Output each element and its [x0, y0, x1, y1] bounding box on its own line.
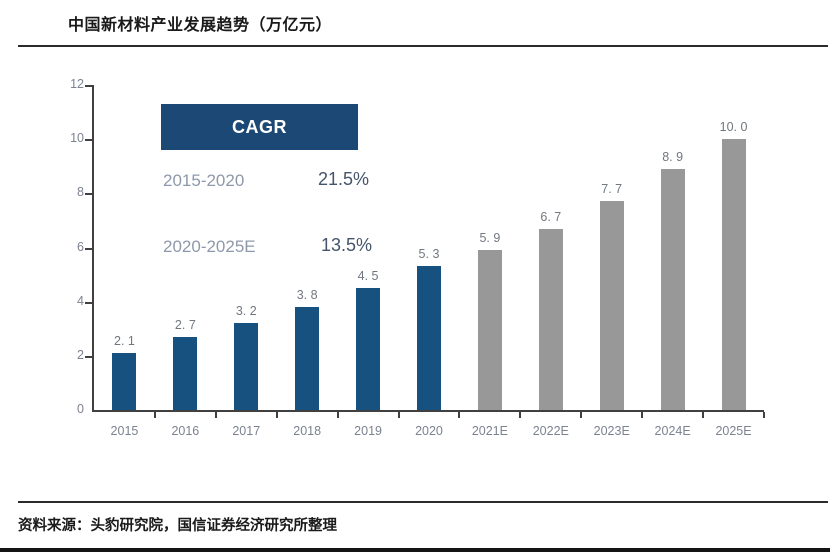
- x-tick: [763, 412, 765, 418]
- bar-value-label: 10. 0: [719, 120, 748, 135]
- y-tick-label: 4: [77, 293, 84, 308]
- cagr-value-2020-2025e: 13.5%: [321, 235, 373, 255]
- x-tick-label-2020: 2020: [415, 424, 443, 438]
- x-tick-label-2021E: 2021E: [471, 424, 508, 438]
- bar-value-label: 5. 9: [479, 231, 501, 246]
- bar-2020: [417, 266, 441, 410]
- bar-value-label: 3. 8: [296, 288, 318, 303]
- title-divider: [18, 45, 828, 47]
- x-tick: [214, 412, 217, 418]
- x-tick: [519, 412, 522, 418]
- bar-2021E: [477, 250, 502, 410]
- x-axis-line: [92, 410, 764, 412]
- cagr-legend-title: CAGR: [232, 116, 287, 137]
- bar-value-label: 3. 2: [235, 304, 257, 319]
- bar-2022E: [538, 228, 563, 410]
- y-tick-label: 2: [77, 347, 84, 362]
- x-tick: [641, 412, 644, 418]
- x-tick-label-2015: 2015: [110, 424, 139, 438]
- bar-value-label: 7. 7: [601, 182, 623, 197]
- y-tick: [85, 193, 92, 196]
- x-tick: [580, 412, 583, 418]
- y-tick: [85, 139, 92, 142]
- bar-2023E: [599, 201, 624, 410]
- x-tick: [336, 412, 339, 418]
- y-tick: [85, 247, 92, 250]
- cagr-range-2020-2025e: 2020-2025E: [163, 237, 256, 256]
- x-tick: [397, 412, 400, 418]
- y-tick-label: 0: [77, 402, 84, 416]
- bottom-border: [0, 548, 830, 552]
- bar-value-label: 2. 1: [114, 334, 135, 349]
- bar-value-label: 5. 3: [418, 247, 440, 262]
- y-tick: [85, 301, 92, 304]
- x-tick-label-2025E: 2025E: [715, 424, 752, 438]
- y-tick-label: 12: [70, 77, 84, 91]
- footer-divider: [18, 501, 828, 503]
- bar-2025E: [721, 139, 746, 410]
- x-tick-label-2022E: 2022E: [532, 424, 569, 438]
- cagr-value-2015-2020: 21.5%: [318, 169, 370, 189]
- bar-value-label: 2. 7: [174, 317, 196, 332]
- bar-2017: [234, 323, 259, 410]
- x-tick-label-2016: 2016: [171, 424, 200, 438]
- bar-value-label: 4. 5: [357, 269, 379, 284]
- bar-2024E: [660, 168, 685, 410]
- x-tick-label-2024E: 2024E: [654, 424, 691, 438]
- bar-2019: [356, 288, 381, 410]
- y-tick-label: 10: [70, 131, 84, 146]
- x-tick-label-2019: 2019: [354, 424, 382, 438]
- x-tick-label-2018: 2018: [293, 424, 322, 438]
- source-note: 资料来源：头豹研究院，国信证券经济研究所整理: [18, 518, 337, 534]
- bar-2015: [112, 353, 137, 410]
- y-tick: [85, 355, 92, 358]
- cagr-legend-box: CAGR: [161, 104, 358, 150]
- x-tick: [153, 412, 156, 418]
- y-axis-line: [92, 85, 94, 412]
- chart-title: 中国新材料产业发展趋势（万亿元）: [68, 17, 333, 34]
- y-tick-label: 8: [77, 185, 84, 200]
- x-tick-label-2023E: 2023E: [593, 424, 630, 438]
- x-tick: [458, 412, 461, 418]
- plot-area: 2. 1 2. 7 3. 2 3. 8 4. 5 5. 3 5. 9 6. 7 7. 7 8. 9…: [94, 85, 764, 410]
- x-tick: [702, 412, 705, 418]
- bar-value-label: 6. 7: [540, 209, 562, 224]
- y-tick-label: 6: [77, 239, 84, 254]
- x-tick-label-2017: 2017: [232, 424, 261, 438]
- bar-2018: [295, 307, 320, 410]
- x-tick: [275, 412, 278, 418]
- bar-2016: [173, 336, 198, 410]
- cagr-range-2015-2020: 2015-2020: [163, 171, 245, 190]
- y-tick: [85, 85, 92, 87]
- bar-value-label: 8. 9: [662, 149, 684, 164]
